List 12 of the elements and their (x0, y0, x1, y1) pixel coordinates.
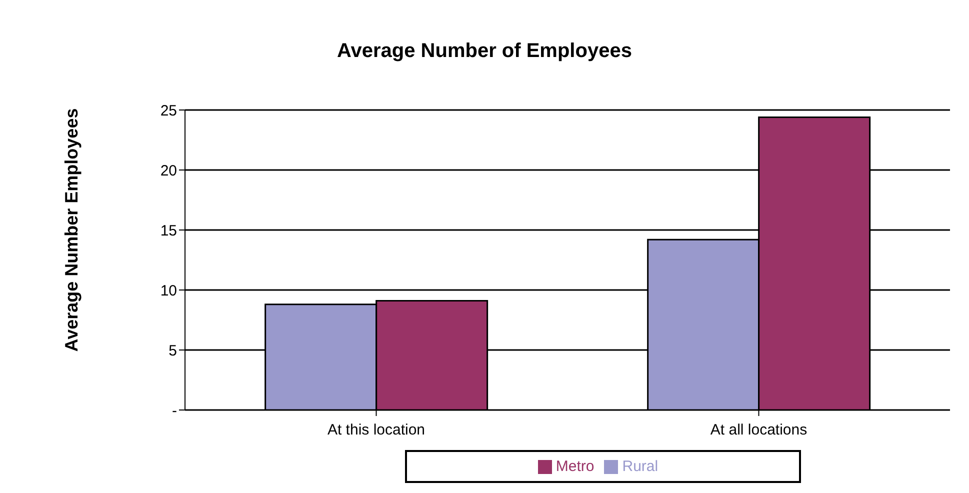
y-axis-title: Average Number Employees (62, 108, 82, 352)
y-tick-label: 10 (160, 282, 177, 300)
x-tick-label: At all locations (710, 422, 808, 439)
chart-title: Average Number of Employees (336, 40, 633, 63)
x-tick-label: At this location (327, 422, 426, 439)
legend-label: Rural (622, 458, 658, 475)
y-tick-label: 15 (160, 222, 177, 240)
y-tick-label: 5 (168, 342, 177, 360)
y-tick-label: 25 (160, 102, 177, 120)
y-tick-label: 20 (160, 162, 177, 180)
legend-label: Metro (556, 458, 594, 475)
y-tick-label: - (172, 402, 177, 420)
